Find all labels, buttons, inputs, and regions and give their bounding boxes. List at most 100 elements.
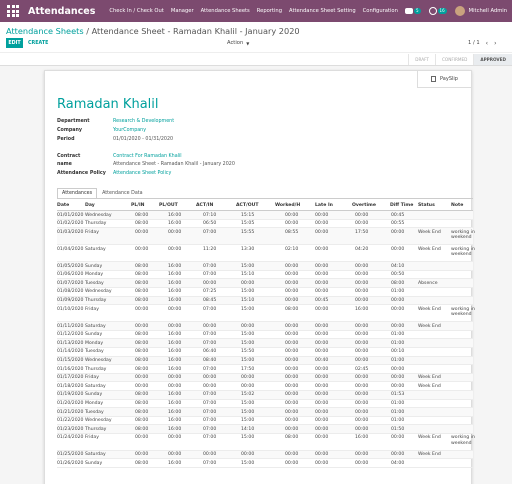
menu-item-manager[interactable]: Manager [170,8,194,14]
pager-next-icon[interactable]: › [494,39,497,47]
table-row[interactable]: 01/22/2020 Wednesday 08:00 16:00 07:00 15:00 0… [57,417,473,426]
payslip-button[interactable]: PaySlip [417,71,471,88]
action-label: Action [227,40,244,46]
cell-pl-out: 16:00 [168,340,182,346]
app-title[interactable]: Attendances [28,5,96,17]
header-act-in[interactable]: ACT/IN [196,203,214,208]
table-row[interactable]: 01/20/2020 Monday 08:00 16:00 07:00 15:00 00:0… [57,400,473,409]
table-row[interactable]: 01/25/2020 Saturday 00:00 00:00 00:00 00:00 00… [57,450,473,460]
table-row[interactable]: 01/05/2020 Sunday 08:00 16:00 07:00 15:00 00:0… [57,262,473,271]
breadcrumb: Attendance Sheets / Attendance Sheet - R… [6,26,300,36]
cell-late-in: 00:00 [315,212,329,218]
table-row[interactable]: 01/09/2020 Thursday 08:00 16:00 08:45 15:10 00… [57,296,473,306]
breadcrumb-parent[interactable]: Attendance Sheets [6,26,84,36]
header-date[interactable]: Date [57,203,70,208]
attendance-policy-value[interactable]: Attendance Sheet Policy [113,171,172,176]
cell-act-out: 15:00 [241,263,255,269]
header-note[interactable]: Note [451,203,464,208]
cell-diff-time: 00:55 [391,221,405,227]
cell-date: 01/06/2020 [57,272,84,278]
cell-pl-in: 08:00 [135,263,149,269]
table-row[interactable]: 01/03/2020 Friday 00:00 00:00 07:00 15:55 08:5… [57,228,475,246]
edit-button[interactable]: EDIT [6,38,23,48]
cell-pl-out: 16:00 [168,263,182,269]
menu-item-reporting[interactable]: Reporting [256,8,282,14]
cell-date: 01/16/2020 [57,366,84,372]
cell-note: working in weekend [451,246,475,258]
user-menu[interactable]: Mitchell Admin [468,8,507,14]
activity-clock-icon[interactable] [428,7,437,15]
cell-status: Week End [418,323,441,329]
cell-late-in: 00:00 [315,349,329,355]
cell-overtime: 00:00 [355,358,369,364]
cell-diff-time: 00:00 [391,375,405,381]
header-act-out[interactable]: ACT/OUT [236,203,259,208]
cell-note: working in weekend [451,435,475,446]
table-row[interactable]: 01/19/2020 Sunday 08:00 16:00 07:00 15:02 00:0… [57,390,473,400]
header-worked-h[interactable]: Worked/H [275,203,301,208]
table-row[interactable]: 01/14/2020 Tuesday 08:00 16:00 06:40 15:50 00:… [57,348,473,357]
create-button[interactable]: CREATE [28,40,49,46]
pager-value[interactable]: 1 / 1 [468,40,480,46]
apps-menu-icon[interactable] [5,3,21,19]
cell-act-in: 08:40 [203,358,217,364]
menu-item-attendance-sheet-setting[interactable]: Attendance Sheet Setting [288,8,356,14]
cell-date: 01/08/2020 [57,289,84,295]
cell-date: 01/21/2020 [57,409,84,415]
table-row[interactable]: 01/06/2020 Monday 08:00 16:00 07:00 15:10 00:0… [57,271,473,280]
table-row[interactable]: 01/16/2020 Thursday 08:00 16:00 07:00 17:50 00… [57,365,473,374]
cell-late-in: 00:00 [315,452,329,458]
cell-act-out: 15:55 [241,229,255,235]
cell-worked-h: 00:00 [285,452,299,458]
table-row[interactable]: 01/23/2020 Thursday 08:00 16:00 07:00 14:10 00… [57,425,473,434]
cell-day: Thursday [85,366,107,372]
table-row[interactable]: 01/11/2020 Saturday 00:00 00:00 00:00 00:00 00… [57,322,473,331]
table-row[interactable]: 01/08/2020 Wednesday 08:00 16:00 07:25 15:00 0… [57,288,473,297]
table-row[interactable]: 01/17/2020 Friday 00:00 00:00 00:00 00:00 00:0… [57,373,473,383]
chat-icon[interactable] [405,8,413,14]
pager-previous-icon[interactable]: ‹ [485,39,489,47]
tab-attendance-data[interactable]: Attendance Data [102,191,143,196]
cell-day: Wednesday [85,358,112,364]
cell-pl-out: 16:00 [168,280,182,286]
cell-date: 01/15/2020 [57,358,84,364]
department-value[interactable]: Research & Development [113,119,175,124]
table-row[interactable]: 01/13/2020 Monday 08:00 16:00 07:00 15:00 00:0… [57,339,473,348]
header-diff-time[interactable]: Diff Time [390,203,414,208]
cell-late-in: 00:00 [315,435,329,441]
contract-value[interactable]: Contract For Ramadan Khalil [113,154,182,159]
table-row[interactable]: 01/10/2020 Friday 00:00 00:00 07:00 15:00 08:0… [57,305,475,323]
table-row[interactable]: 01/01/2020 Wednesday 08:00 16:00 07:10 15:15 0… [57,211,473,220]
status-approved[interactable]: APPROVED [473,54,512,65]
header-late-in[interactable]: Late In [315,203,333,208]
menu-item-check-in-out[interactable]: Check In / Check Out [109,8,164,14]
header-status[interactable]: Status [418,203,435,208]
table-row[interactable]: 01/26/2020 Sunday 08:00 16:00 07:00 15:00 00:0… [57,459,473,469]
table-row[interactable]: 01/18/2020 Saturday 00:00 00:00 00:00 00:00 00… [57,382,473,391]
cell-overtime: 00:00 [355,375,369,381]
caret-down-icon: ▼ [246,40,250,46]
company-value[interactable]: YourCompany [113,128,147,133]
status-confirmed[interactable]: CONFIRMED [434,54,473,65]
cell-act-in: 07:00 [203,229,217,235]
avatar[interactable] [454,6,465,16]
cell-diff-time: 00:00 [391,306,405,312]
cell-worked-h: 00:00 [285,272,299,278]
table-row[interactable]: 01/07/2020 Tuesday 08:00 16:00 00:00 00:00 00:… [57,279,473,288]
table-row[interactable]: 01/21/2020 Tuesday 08:00 16:00 07:00 15:00 00:… [57,408,473,417]
menu-item-attendance-sheets[interactable]: Attendance Sheets [200,8,250,14]
menu-item-configuration[interactable]: Configuration [362,8,398,14]
cell-day: Saturday [85,383,106,389]
header-pl-out[interactable]: PL/OUT [159,203,178,208]
header-pl-in[interactable]: PL/IN [131,203,145,208]
header-day[interactable]: Day [85,203,95,208]
table-row[interactable]: 01/12/2020 Sunday 08:00 16:00 07:00 15:00 00:0… [57,331,473,340]
table-row[interactable]: 01/24/2020 Friday 00:00 00:00 07:00 15:00 08:0… [57,434,475,451]
table-row[interactable]: 01/04/2020 Saturday 00:00 00:00 11:20 13:30 02… [57,245,475,263]
table-row[interactable]: 01/02/2020 Thursday 08:00 16:00 06:50 15:05 00… [57,220,473,229]
status-draft[interactable]: DRAFT [408,54,435,65]
cell-worked-h: 00:00 [285,375,299,381]
header-overtime[interactable]: Overtime [352,203,376,208]
action-dropdown[interactable]: Action ▼ [227,38,249,48]
table-row[interactable]: 01/15/2020 Wednesday 08:00 16:00 08:40 15:00 0… [57,356,473,366]
